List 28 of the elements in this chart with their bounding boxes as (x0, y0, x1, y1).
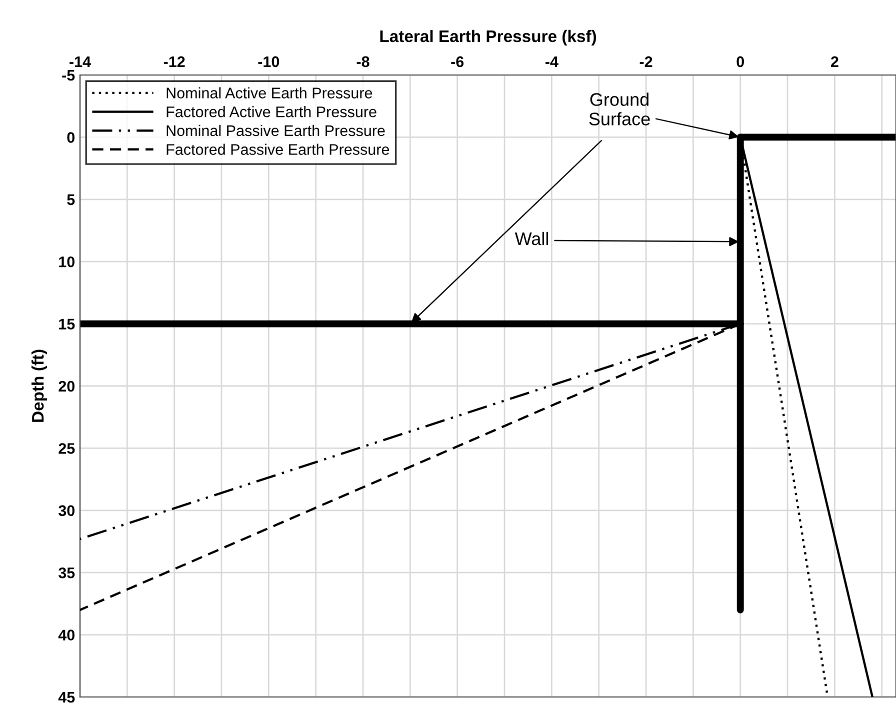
y-tick-label: 20 (58, 380, 75, 392)
x-tick-label: 0 (736, 56, 744, 68)
x-tick-label: -14 (70, 56, 91, 67)
legend-label: Factored Active Earth Pressure (166, 106, 376, 118)
x-tick-label: -2 (640, 56, 652, 67)
y-tick-label: 30 (58, 505, 75, 516)
legend-label: Nominal Passive Earth Pressure (166, 124, 385, 136)
x-tick-label: 2 (830, 56, 838, 67)
y-tick-label: 5 (67, 194, 75, 206)
legend-label: Factored Passive Earth Pressure (166, 144, 390, 155)
annotation: Ground Surface (589, 92, 650, 126)
y-tick-label: 40 (58, 630, 75, 640)
x-tick-label: -10 (258, 56, 280, 68)
y-tick-label: 35 (58, 567, 75, 578)
x-axis-title: Lateral Earth Pressure (ksf) (380, 30, 596, 46)
annotation: Wall (514, 232, 548, 246)
y-axis-title: Depth (ft) (32, 350, 48, 422)
x-tick-label: -6 (451, 56, 464, 68)
y-tick-label: 10 (59, 256, 75, 268)
legend-label: Nominal Active Earth Pressure (166, 87, 372, 98)
x-tick-label: -4 (545, 56, 558, 67)
x-tick-label: -8 (356, 56, 370, 68)
y-tick-label: 15 (59, 318, 75, 330)
y-tick-label: -5 (62, 70, 75, 81)
y-tick-label: 25 (58, 443, 75, 454)
x-tick-label: -12 (164, 56, 185, 67)
y-tick-label: 45 (58, 692, 75, 703)
y-tick-label: 0 (67, 132, 75, 143)
